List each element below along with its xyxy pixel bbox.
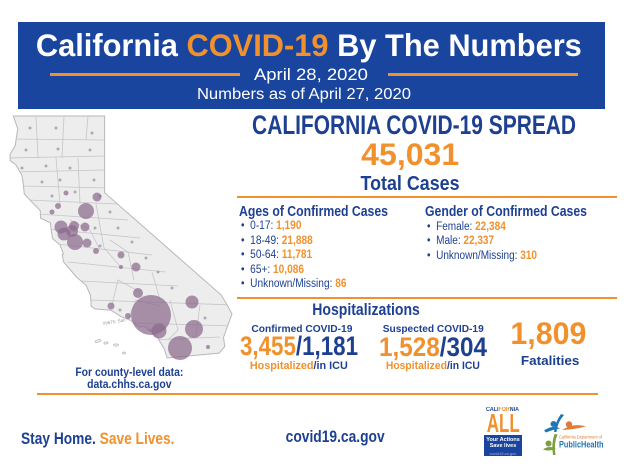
svg-text:○ San#9675; San: ○ San#9675; San bbox=[102, 317, 126, 326]
svg-text:California Department of: California Department of bbox=[559, 435, 603, 440]
svg-text:PublicHealth: PublicHealth bbox=[559, 440, 604, 450]
